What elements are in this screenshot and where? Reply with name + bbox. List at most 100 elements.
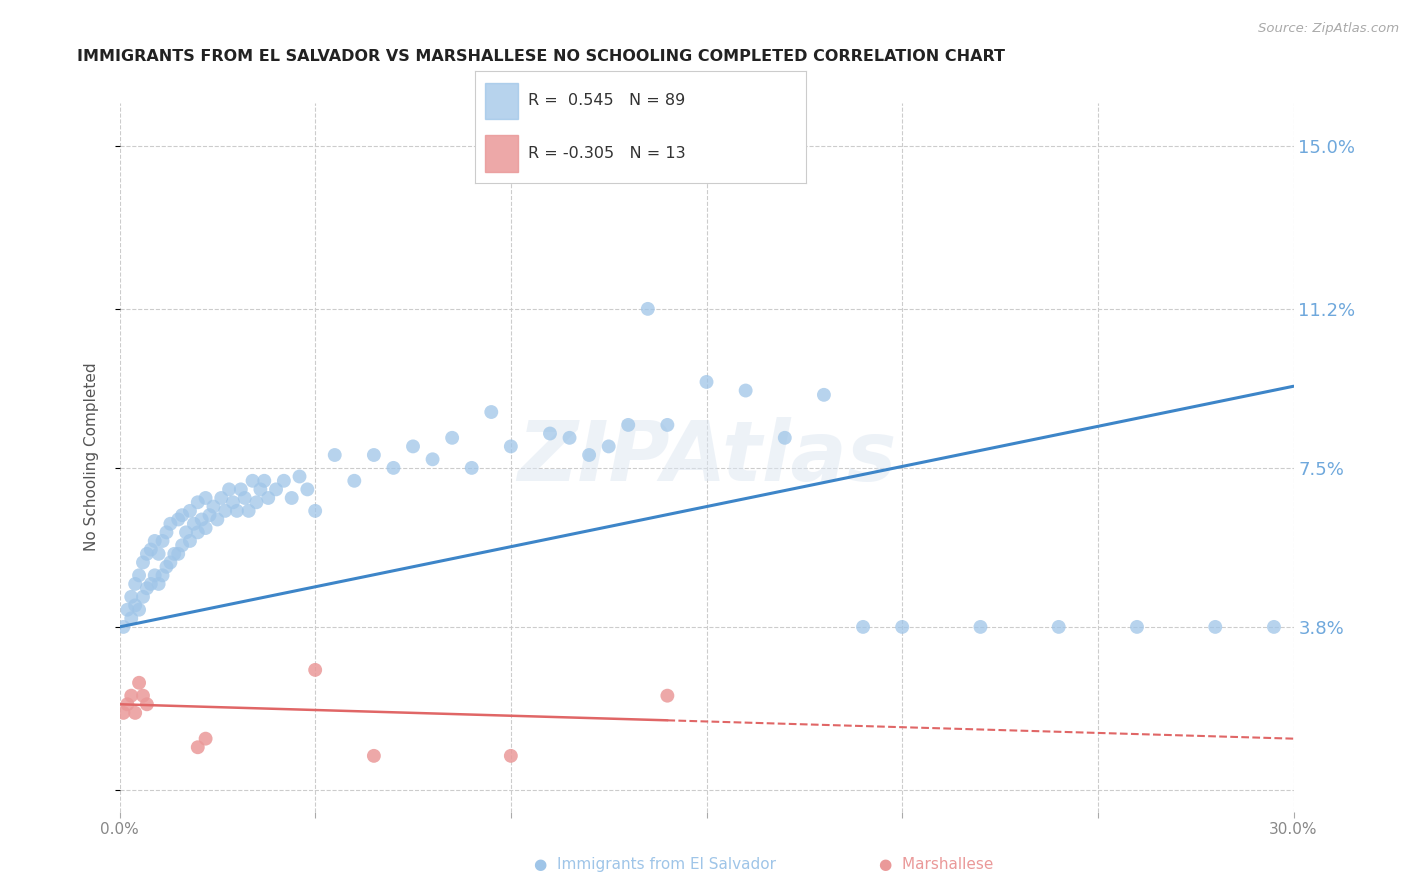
Point: [1263, 620, 1285, 634]
Point: [117, 698, 139, 712]
Point: [139, 542, 162, 557]
Point: [249, 483, 271, 497]
Point: [198, 508, 221, 523]
Point: [135, 581, 157, 595]
Point: [253, 474, 276, 488]
Point: [214, 504, 236, 518]
Point: [124, 577, 146, 591]
Point: [969, 620, 991, 634]
Point: [132, 689, 155, 703]
Point: [152, 568, 174, 582]
Point: [172, 508, 194, 523]
Point: [1204, 620, 1226, 634]
Point: [112, 706, 135, 720]
Point: [233, 491, 256, 505]
Point: [183, 516, 205, 531]
Point: [209, 491, 232, 505]
Point: [257, 491, 280, 505]
Point: [143, 533, 166, 548]
Point: [128, 603, 150, 617]
Point: [172, 538, 194, 552]
Point: [323, 448, 346, 462]
Point: [155, 559, 177, 574]
Point: [135, 698, 157, 712]
Point: [382, 461, 405, 475]
Text: Source: ZipAtlas.com: Source: ZipAtlas.com: [1258, 22, 1399, 36]
Point: [167, 547, 190, 561]
Point: [124, 706, 146, 720]
Point: [304, 504, 326, 518]
Point: [441, 431, 464, 445]
Point: [179, 504, 201, 518]
Point: [159, 556, 181, 570]
Point: [657, 689, 679, 703]
Bar: [485, 83, 519, 120]
Point: [167, 512, 190, 526]
Point: [139, 577, 162, 591]
Point: [132, 556, 155, 570]
Point: [304, 663, 326, 677]
Point: [891, 620, 914, 634]
Point: [363, 748, 385, 763]
Text: ZIPAtlas: ZIPAtlas: [517, 417, 896, 498]
Point: [194, 521, 217, 535]
Point: [734, 384, 756, 398]
Point: [135, 547, 157, 561]
Point: [245, 495, 267, 509]
Point: [128, 675, 150, 690]
Point: [538, 426, 561, 441]
Point: [1047, 620, 1070, 634]
Point: [242, 474, 264, 488]
Text: R =  0.545   N = 89: R = 0.545 N = 89: [529, 94, 685, 109]
Point: [132, 590, 155, 604]
Point: [273, 474, 295, 488]
Point: [159, 516, 181, 531]
Point: [152, 533, 174, 548]
Point: [598, 439, 620, 453]
Point: [155, 525, 177, 540]
Point: [460, 461, 484, 475]
Point: [1126, 620, 1149, 634]
Point: [120, 611, 142, 625]
Text: ●  Immigrants from El Salvador: ● Immigrants from El Salvador: [534, 857, 776, 872]
Point: [558, 431, 581, 445]
Point: [813, 388, 835, 402]
Text: ●  Marshallese: ● Marshallese: [879, 857, 993, 872]
Point: [225, 504, 249, 518]
Point: [187, 740, 209, 755]
Point: [657, 417, 679, 432]
Point: [222, 495, 245, 509]
Point: [148, 547, 170, 561]
Point: [422, 452, 444, 467]
Point: [117, 603, 139, 617]
Point: [617, 417, 640, 432]
Point: [773, 431, 796, 445]
Point: [280, 491, 302, 505]
Text: IMMIGRANTS FROM EL SALVADOR VS MARSHALLESE NO SCHOOLING COMPLETED CORRELATION CH: IMMIGRANTS FROM EL SALVADOR VS MARSHALLE…: [77, 49, 1005, 64]
Point: [852, 620, 875, 634]
Point: [174, 525, 197, 540]
Point: [297, 483, 319, 497]
Point: [264, 483, 287, 497]
Point: [343, 474, 366, 488]
Point: [163, 547, 186, 561]
Point: [499, 439, 522, 453]
Point: [179, 533, 201, 548]
Point: [637, 301, 659, 316]
Point: [112, 620, 135, 634]
Point: [578, 448, 600, 462]
Point: [143, 568, 166, 582]
Point: [207, 512, 229, 526]
Point: [363, 448, 385, 462]
Point: [194, 731, 217, 746]
Point: [187, 525, 209, 540]
Point: [194, 491, 217, 505]
Point: [202, 500, 225, 514]
Point: [402, 439, 425, 453]
Point: [519, 169, 541, 183]
Point: [124, 599, 146, 613]
Point: [229, 483, 252, 497]
Point: [187, 495, 209, 509]
Point: [288, 469, 311, 483]
Point: [120, 689, 142, 703]
